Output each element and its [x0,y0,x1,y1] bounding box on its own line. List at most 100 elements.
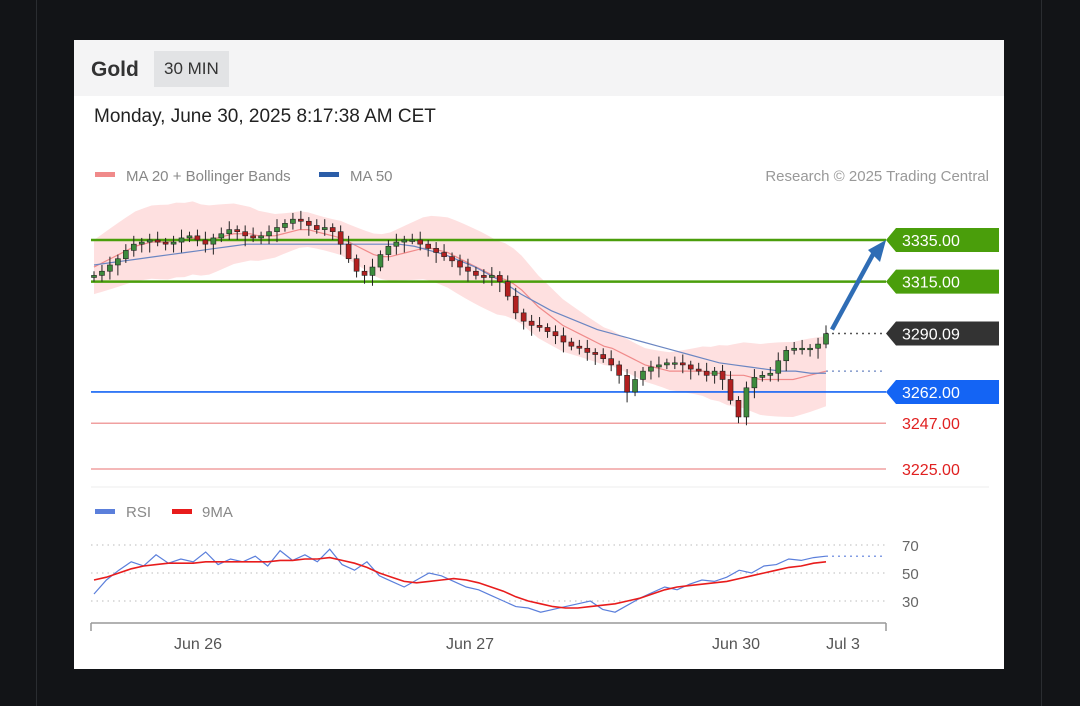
candle-body [91,275,97,278]
candle-body [337,231,344,245]
candle-body [656,364,662,368]
candles-group [91,210,829,426]
candle-body [687,364,694,370]
candle-body [727,379,734,401]
candle-body [751,377,758,389]
candle-body [648,366,654,372]
candle-body [600,354,607,359]
candle-body [186,235,193,239]
candle-body [457,260,463,268]
credit-text: Research © 2025 Trading Central [765,168,989,185]
candle-body [568,341,575,347]
timeframe-button[interactable]: 30 MIN [154,51,229,87]
candle-body [489,275,495,278]
rsi-tick-30: 30 [902,594,919,611]
candle-body [672,362,678,365]
candle-body [441,252,447,257]
forecast-arrow-shaft [830,251,876,331]
rsi-series-RSI [93,548,827,613]
candle-body [210,237,217,245]
candle-body [433,248,439,253]
candle-body [536,325,543,328]
right-divider [1041,0,1042,706]
candle-body [711,370,718,376]
candle-body [823,333,829,345]
candle-body [409,239,416,242]
candle-body [194,235,201,241]
candle-body [234,229,241,232]
candle-body [592,352,599,355]
instrument-name: Gold [91,58,139,81]
candle-body [130,243,137,251]
candle-body [584,347,591,353]
level-tag-3335.00: 3335.00 [902,233,960,250]
level-tag-3247.00: 3247.00 [902,416,960,433]
level-tag-3262.00: 3262.00 [902,385,960,402]
candle-body [313,225,320,230]
candle-body [512,295,519,314]
candle-body [616,364,622,376]
candle-body [560,335,567,343]
rsi-ma-legend-label: 9MA [202,504,233,521]
candle-body [743,387,750,418]
price-chart: MA 20 + Bollinger Bands MA 50 Research © 2… [90,168,999,653]
candle-body [799,347,805,351]
candle-body [465,266,471,272]
candle-body [393,241,400,247]
rsi-ma-legend-swatch [172,509,192,514]
rsi-legend-label: RSI [126,504,151,521]
candle-body [226,229,233,235]
x-tick-label: Jun 26 [174,636,222,653]
candle-body [385,245,392,255]
candle-body [695,368,702,372]
candle-body [767,372,774,376]
candle-body [417,239,424,245]
candle-body [306,220,312,226]
forecast-arrow-head [868,240,886,262]
bollinger-band [94,201,826,417]
candle-body [719,370,726,380]
candle-body [735,399,742,418]
x-tick-label: Jun 30 [712,636,760,653]
candle-body [791,347,797,351]
ma50-legend-swatch [319,172,339,177]
candle-body [783,350,790,362]
candle-body [496,275,503,282]
candle-body [473,270,479,276]
candle-body [115,258,121,266]
candle-body [138,241,145,245]
candle-body [377,254,384,268]
rsi-series-9MA [93,556,827,609]
candle-body [576,345,583,349]
candle-body [369,266,376,276]
ma50-legend-label: MA 50 [350,168,393,185]
candle-body [632,379,638,393]
candle-body [504,281,511,297]
x-tick-label: Jul 3 [826,636,860,653]
candle-body [640,370,646,380]
ma20-legend-swatch [95,172,115,177]
candle-body [266,231,272,237]
chart-header: Gold 30 MIN [74,40,1004,96]
rsi-legend-swatch [95,509,115,514]
candle-body [528,320,535,326]
candle-body [624,375,630,393]
candle-body [146,239,153,243]
candle-body [321,227,328,230]
chart-datetime: Monday, June 30, 2025 8:17:38 AM CET [94,106,436,127]
candle-body [154,239,161,243]
candle-body [353,258,360,272]
candle-body [664,362,670,366]
candle-body [775,360,782,374]
candle-body [99,270,105,276]
level-tag-3315.00: 3315.00 [902,275,960,292]
chart-card: Gold 30 MIN Monday, June 30, 2025 8:17:3… [74,40,1004,669]
ma20-legend-label: MA 20 + Bollinger Bands [126,168,291,185]
candle-body [520,312,527,322]
candle-body [274,227,280,232]
candle-body [178,237,185,243]
candle-body [250,235,256,239]
candle-body [298,218,304,222]
level-tag-3315.00-bg [886,269,999,294]
candle-body [329,227,336,232]
